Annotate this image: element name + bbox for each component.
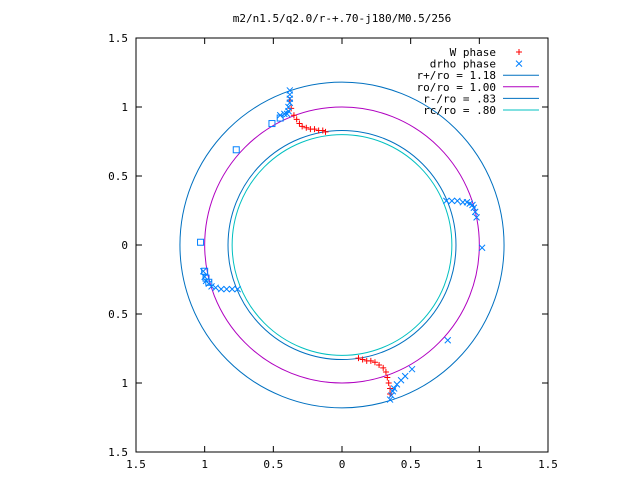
- legend-label: r+/ro = 1.18: [417, 69, 496, 82]
- w-phase-point: [290, 112, 297, 119]
- square-point: [232, 146, 240, 154]
- drho-phase-point: [470, 204, 478, 212]
- w-phase-point: [385, 380, 392, 386]
- square-point: [268, 120, 276, 128]
- legend-label: ro/ro = 1.00: [417, 81, 496, 94]
- tick-marks: [135, 37, 549, 453]
- y-tick-label: 1.5: [108, 32, 128, 45]
- y-tick-label: 0: [121, 239, 128, 252]
- x-tick-label: 1: [476, 458, 483, 471]
- w-phase-point: [382, 368, 389, 375]
- data-points: [197, 87, 486, 403]
- radius-circle: [204, 106, 480, 384]
- w-phase-point: [359, 356, 366, 363]
- w-phase-point: [516, 49, 522, 55]
- legend-label: r-/ro = .83: [423, 92, 496, 105]
- radius-circle: [179, 81, 505, 409]
- w-phase-point: [303, 124, 310, 131]
- drho-phase-point: [401, 372, 409, 380]
- square-point: [276, 114, 284, 122]
- w-phase-point: [355, 355, 362, 362]
- w-phase-point: [299, 123, 306, 130]
- x-tick-label: 1: [201, 458, 208, 471]
- drho-phase-point: [478, 244, 486, 252]
- drho-phase-point: [386, 396, 394, 403]
- w-phase-point: [293, 116, 300, 123]
- radius-circles: [179, 81, 505, 409]
- w-phase-point: [296, 120, 303, 127]
- chart-title: m2/n1.5/q2.0/r-+.70-j180/M0.5/256: [233, 12, 452, 25]
- drho-phase-point: [448, 197, 456, 205]
- x-tick-label: 1.5: [538, 458, 558, 471]
- square-point: [205, 278, 213, 286]
- drho-phase-point: [217, 285, 225, 293]
- drho-phase-point: [515, 60, 523, 67]
- radius-circle: [231, 134, 453, 356]
- drho-phase-point: [390, 385, 398, 392]
- legend-label: W phase: [450, 46, 496, 59]
- drho-phase-point: [388, 392, 395, 399]
- x-tick-label: 0.5: [263, 458, 283, 471]
- w-phase-point: [367, 357, 374, 364]
- y-tick-label: 1: [121, 101, 128, 114]
- w-phase-point: [376, 362, 383, 369]
- drho-phase-point: [443, 197, 450, 205]
- drho-phase-point: [228, 285, 236, 293]
- y-tick-label: 1.5: [108, 446, 128, 459]
- legend-label: drho phase: [430, 58, 496, 71]
- tick-labels: 1.5 1 0.5 0 0.5 1 1.51.510.500.511.5: [108, 32, 558, 471]
- x-tick-label: 1.5: [126, 458, 146, 471]
- square-point: [197, 238, 205, 246]
- w-phase-point: [371, 359, 378, 366]
- w-phase-point: [322, 128, 329, 135]
- drho-phase-point: [471, 208, 479, 216]
- radius-circle: [227, 129, 457, 361]
- x-tick-label: 0: [339, 458, 346, 471]
- drho-phase-point: [212, 284, 220, 292]
- drho-phase-point: [234, 285, 241, 293]
- square-point: [201, 267, 209, 275]
- drho-phase-point: [283, 110, 291, 118]
- drho-phase-point: [444, 336, 452, 344]
- x-tick-label: 0.5: [401, 458, 421, 471]
- drho-phase-point: [280, 110, 288, 118]
- w-phase-point: [319, 127, 326, 134]
- legend-label: rc/ro = .80: [423, 104, 496, 117]
- y-tick-label: 0.5: [108, 170, 128, 183]
- drho-phase-point: [473, 214, 480, 221]
- y-tick-label: 1: [121, 377, 128, 390]
- w-phase-point: [311, 126, 318, 133]
- w-phase-point: [384, 374, 391, 381]
- y-tick-label: 0.5: [108, 308, 128, 321]
- drho-phase-point: [223, 285, 230, 293]
- drho-phase-point: [454, 197, 461, 205]
- drho-phase-point: [286, 99, 294, 107]
- drho-phase-point: [408, 365, 416, 373]
- w-phase-point: [380, 364, 387, 371]
